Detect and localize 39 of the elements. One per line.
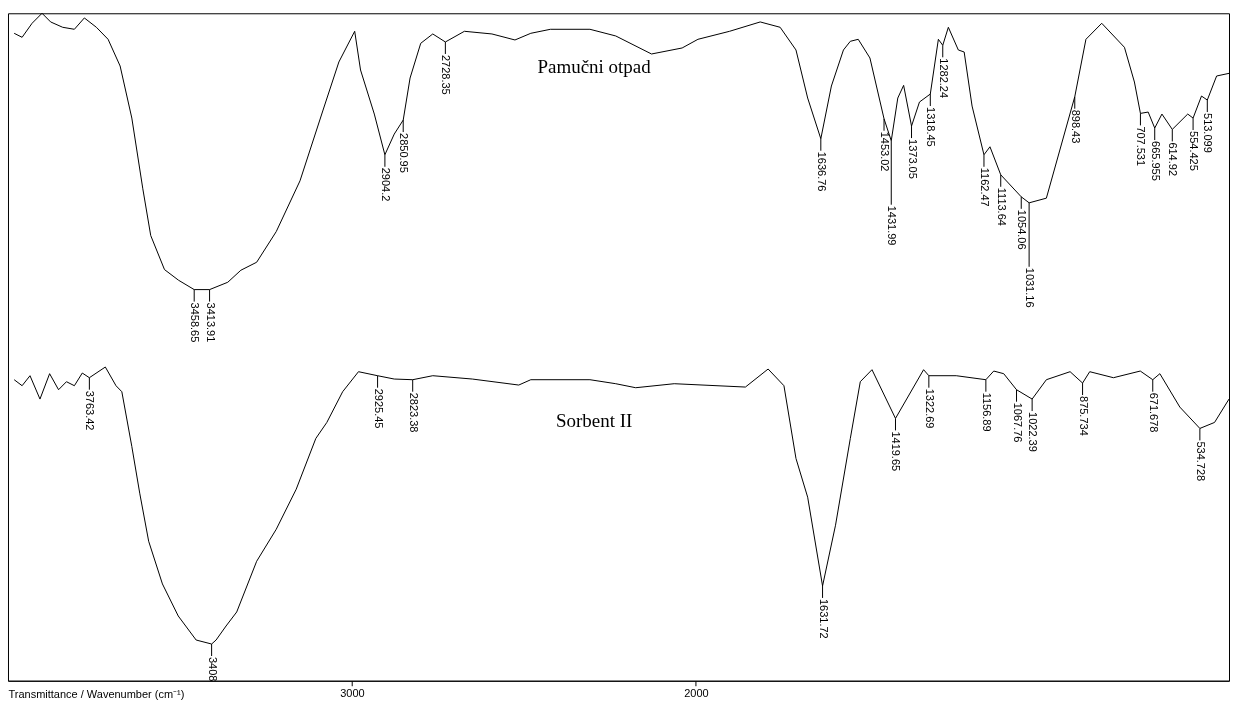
annotation: 614.92 <box>1167 142 1180 177</box>
annotation: 1631.72 <box>817 598 830 639</box>
annotation: 1419.65 <box>890 431 903 472</box>
annotation: 1431.99 <box>886 205 899 246</box>
annotation: 898.43 <box>1069 109 1082 144</box>
annotation: 2850.95 <box>398 133 411 173</box>
annotation: 875.734 <box>1077 396 1090 436</box>
annotation: 3458.65 <box>189 302 202 343</box>
annotation: 1453.02 <box>879 131 892 172</box>
annotation: 707.531 <box>1135 126 1148 167</box>
annotation: 2823.38 <box>407 392 420 433</box>
annotation: 3763.42 <box>84 390 97 431</box>
annotation: 671.678 <box>1147 392 1160 433</box>
annotation: 1322.69 <box>923 388 936 429</box>
annotation: 1054.06 <box>1016 209 1029 250</box>
annotation: 1282.24 <box>937 58 950 99</box>
annotation: 1067.76 <box>1011 402 1024 443</box>
annotation: 1318.45 <box>925 107 938 147</box>
annotation: 2904.2 <box>379 167 392 202</box>
annotation: 534.728 <box>1194 441 1207 482</box>
annotation: 3413.91 <box>204 302 217 343</box>
x-tick-label: 3000 <box>340 687 365 700</box>
x-axis-title: Transmittance / Wavenumber (cm⁻¹) <box>8 688 185 701</box>
annotation: 2925.45 <box>372 388 385 429</box>
annotation: 513.099 <box>1202 113 1215 153</box>
annotation: 554.425 <box>1188 131 1201 171</box>
x-tick-label: 2000 <box>684 687 709 700</box>
annotation: 2728.35 <box>440 54 453 95</box>
annotation: 1636.76 <box>815 151 828 192</box>
annotation: 1162.47 <box>978 167 991 207</box>
annotation: 1113.64 <box>995 187 1008 226</box>
annotation: 1031.16 <box>1024 267 1037 308</box>
annotation: 1022.39 <box>1027 412 1040 452</box>
annotation: 1373.05 <box>906 139 919 179</box>
annotation: 1156.89 <box>980 392 993 432</box>
series-label: Sorbent II <box>555 409 633 431</box>
annotation: 665.955 <box>1149 141 1162 181</box>
series-label: Pamučni otpad <box>537 56 652 78</box>
annotation: 3408 <box>206 657 219 682</box>
